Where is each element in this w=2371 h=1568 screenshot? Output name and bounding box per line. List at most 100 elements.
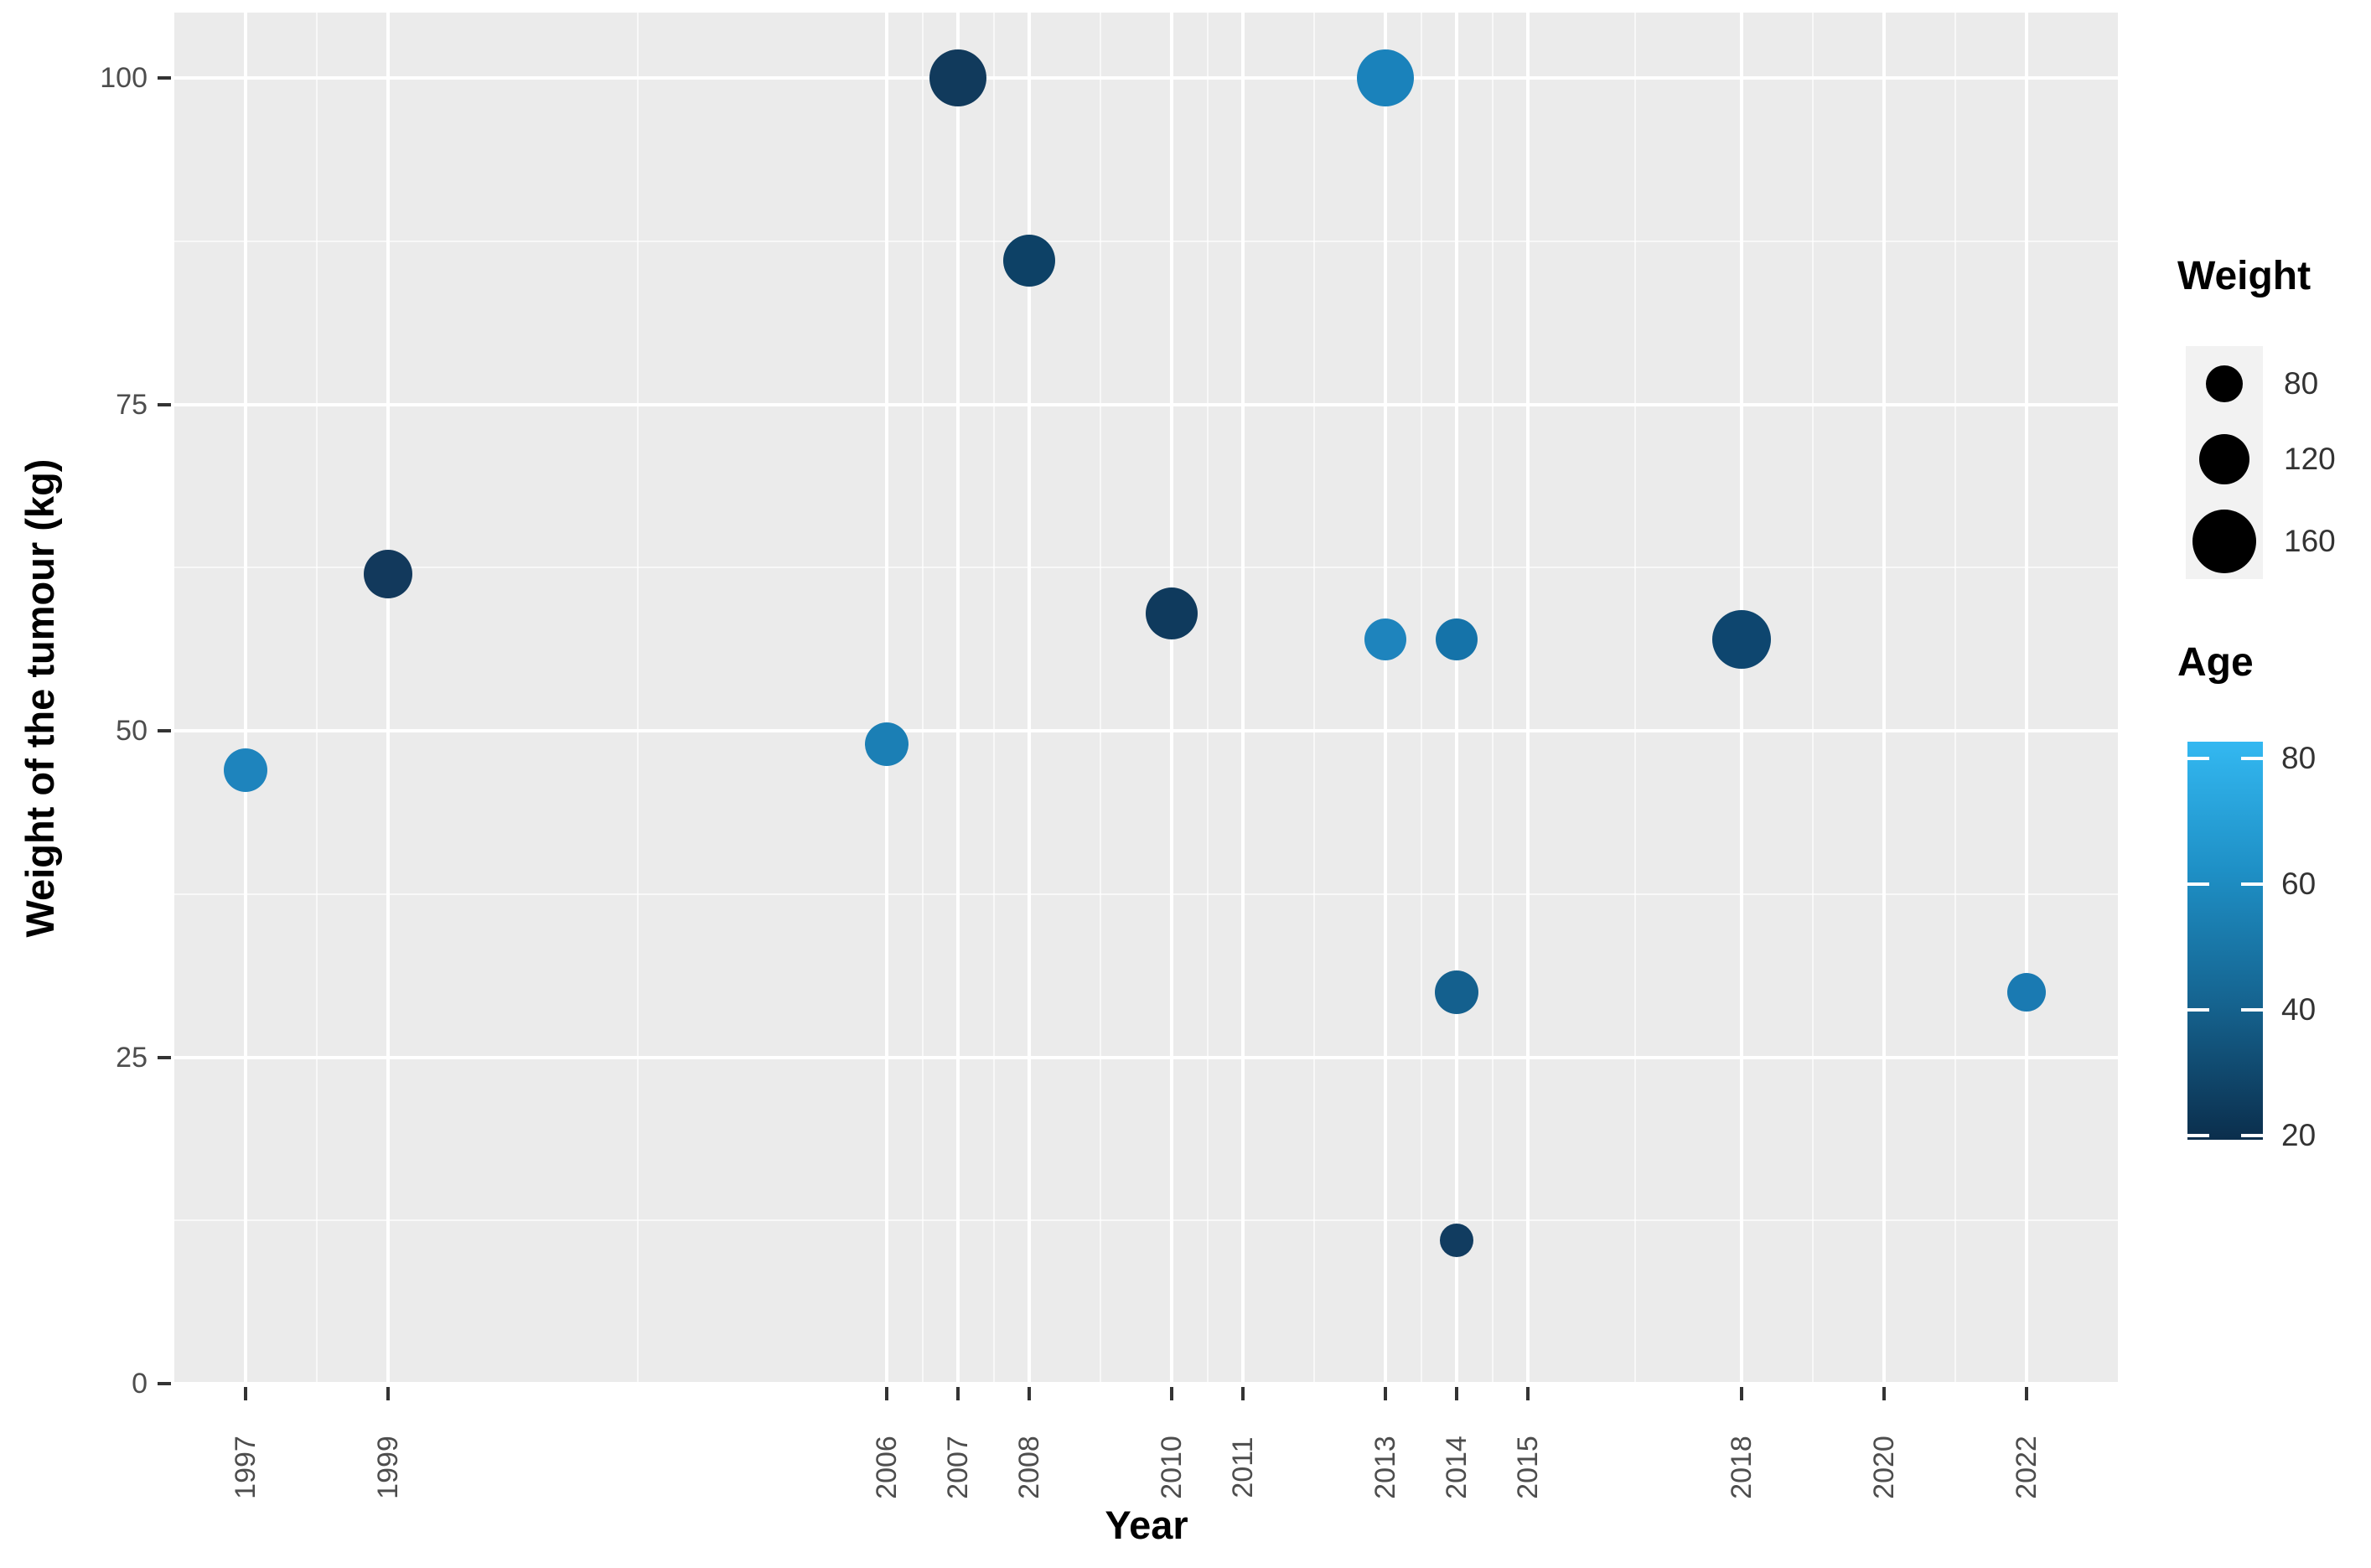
x-minor-gridline: [921, 13, 924, 1384]
x-axis-tick-label: 2011: [1227, 1436, 1259, 1498]
x-minor-gridline: [636, 13, 639, 1384]
y-axis-tick: [158, 1382, 171, 1385]
x-axis-tick-label: 2010: [1156, 1436, 1188, 1499]
data-point: [1003, 235, 1055, 287]
data-point: [865, 722, 909, 766]
x-major-gridline: [1740, 13, 1743, 1384]
x-minor-gridline: [992, 13, 995, 1384]
x-axis-tick: [1384, 1387, 1387, 1400]
x-minor-gridline: [1954, 13, 1956, 1384]
x-minor-gridline: [1313, 13, 1315, 1384]
y-major-gridline: [174, 1382, 2118, 1385]
y-minor-gridline: [174, 567, 2118, 569]
x-major-gridline: [1028, 13, 1031, 1384]
x-axis-tick: [1526, 1387, 1530, 1400]
y-axis-tick: [158, 76, 171, 80]
colorbar-tick: [2241, 757, 2263, 760]
colorbar-tick: [2187, 882, 2209, 886]
y-major-gridline: [174, 402, 2118, 406]
size-legend-label: 160: [2284, 524, 2336, 558]
x-axis-tick-label: 1997: [230, 1436, 261, 1499]
x-major-gridline: [1170, 13, 1173, 1384]
x-axis-tick-label: 2020: [1868, 1436, 1900, 1499]
x-major-gridline: [386, 13, 390, 1384]
age-colorbar: [2187, 742, 2263, 1140]
x-axis-tick-label: 2015: [1512, 1436, 1544, 1499]
x-major-gridline: [1882, 13, 1886, 1384]
colorbar-tick: [2187, 757, 2209, 760]
y-minor-gridline: [174, 240, 2118, 242]
x-major-gridline: [1526, 13, 1530, 1384]
size-legend-dot: [2199, 434, 2249, 484]
x-major-gridline: [1455, 13, 1458, 1384]
colorbar-tick-label: 40: [2281, 992, 2317, 1027]
y-axis-tick: [158, 1055, 171, 1059]
x-major-gridline: [1384, 13, 1387, 1384]
data-point: [2007, 972, 2046, 1012]
y-axis-tick: [158, 402, 171, 406]
y-minor-gridline: [174, 893, 2118, 895]
x-minor-gridline: [316, 13, 318, 1384]
x-minor-gridline: [1206, 13, 1209, 1384]
x-axis-tick: [1455, 1387, 1458, 1400]
data-point: [1712, 609, 1771, 669]
colorbar-tick: [2241, 1134, 2263, 1137]
y-axis-tick-label: 50: [116, 715, 148, 747]
x-axis-tick-label: 2014: [1441, 1436, 1473, 1499]
x-axis-tick: [885, 1387, 888, 1400]
x-major-gridline: [2025, 13, 2028, 1384]
y-axis-tick-label: 25: [116, 1041, 148, 1074]
x-axis-tick: [244, 1387, 247, 1400]
x-axis-tick-label: 1999: [372, 1436, 404, 1499]
x-major-gridline: [244, 13, 247, 1384]
y-axis-tick-label: 100: [100, 62, 148, 94]
colorbar-tick-label: 20: [2281, 1118, 2317, 1152]
y-axis-tick-label: 0: [132, 1368, 148, 1400]
x-axis-tick-label: 2006: [871, 1436, 903, 1499]
size-legend-dot: [2192, 510, 2256, 573]
y-major-gridline: [174, 729, 2118, 732]
x-axis-tick: [1028, 1387, 1031, 1400]
size-legend-title: Weight: [2177, 254, 2311, 298]
x-axis-title: Year: [1105, 1503, 1188, 1547]
y-major-gridline: [174, 1055, 2118, 1059]
x-axis-tick-label: 2018: [1726, 1436, 1758, 1499]
y-axis-tick-label: 75: [116, 388, 148, 421]
x-minor-gridline: [1100, 13, 1101, 1384]
size-legend-dot: [2206, 365, 2243, 402]
colorbar-tick-label: 60: [2281, 867, 2317, 901]
colorbar-tick: [2187, 1134, 2209, 1137]
size-legend-label: 120: [2284, 442, 2336, 476]
data-point: [364, 550, 412, 599]
x-minor-gridline: [1491, 13, 1494, 1384]
x-major-gridline: [956, 13, 960, 1384]
y-axis-tick: [158, 729, 171, 732]
x-axis-tick: [1882, 1387, 1886, 1400]
x-axis-tick: [2025, 1387, 2028, 1400]
x-axis-tick: [1170, 1387, 1173, 1400]
x-major-gridline: [885, 13, 888, 1384]
x-minor-gridline: [1633, 13, 1636, 1384]
plot-panel: [174, 13, 2118, 1385]
colorbar-tick: [2241, 882, 2263, 886]
data-point: [1435, 970, 1478, 1014]
data-point: [224, 748, 267, 792]
x-minor-gridline: [1420, 13, 1422, 1384]
x-axis-tick-label: 2007: [942, 1436, 974, 1499]
x-axis-tick-label: 2022: [2011, 1436, 2042, 1499]
colorbar-tick-label: 80: [2281, 741, 2317, 775]
colorbar-tick: [2241, 1008, 2263, 1012]
data-point: [1146, 587, 1198, 639]
data-point: [929, 49, 986, 106]
color-legend-title: Age: [2177, 640, 2254, 685]
y-minor-gridline: [174, 1219, 2118, 1222]
x-axis-tick-label: 2013: [1369, 1436, 1401, 1499]
y-axis-title: Weight of the tumour (kg): [18, 458, 62, 938]
data-point: [1357, 49, 1414, 106]
data-point: [1440, 1223, 1473, 1257]
y-major-gridline: [174, 76, 2118, 80]
data-point: [1436, 618, 1478, 660]
x-axis-tick: [386, 1387, 390, 1400]
x-axis-tick: [1740, 1387, 1743, 1400]
